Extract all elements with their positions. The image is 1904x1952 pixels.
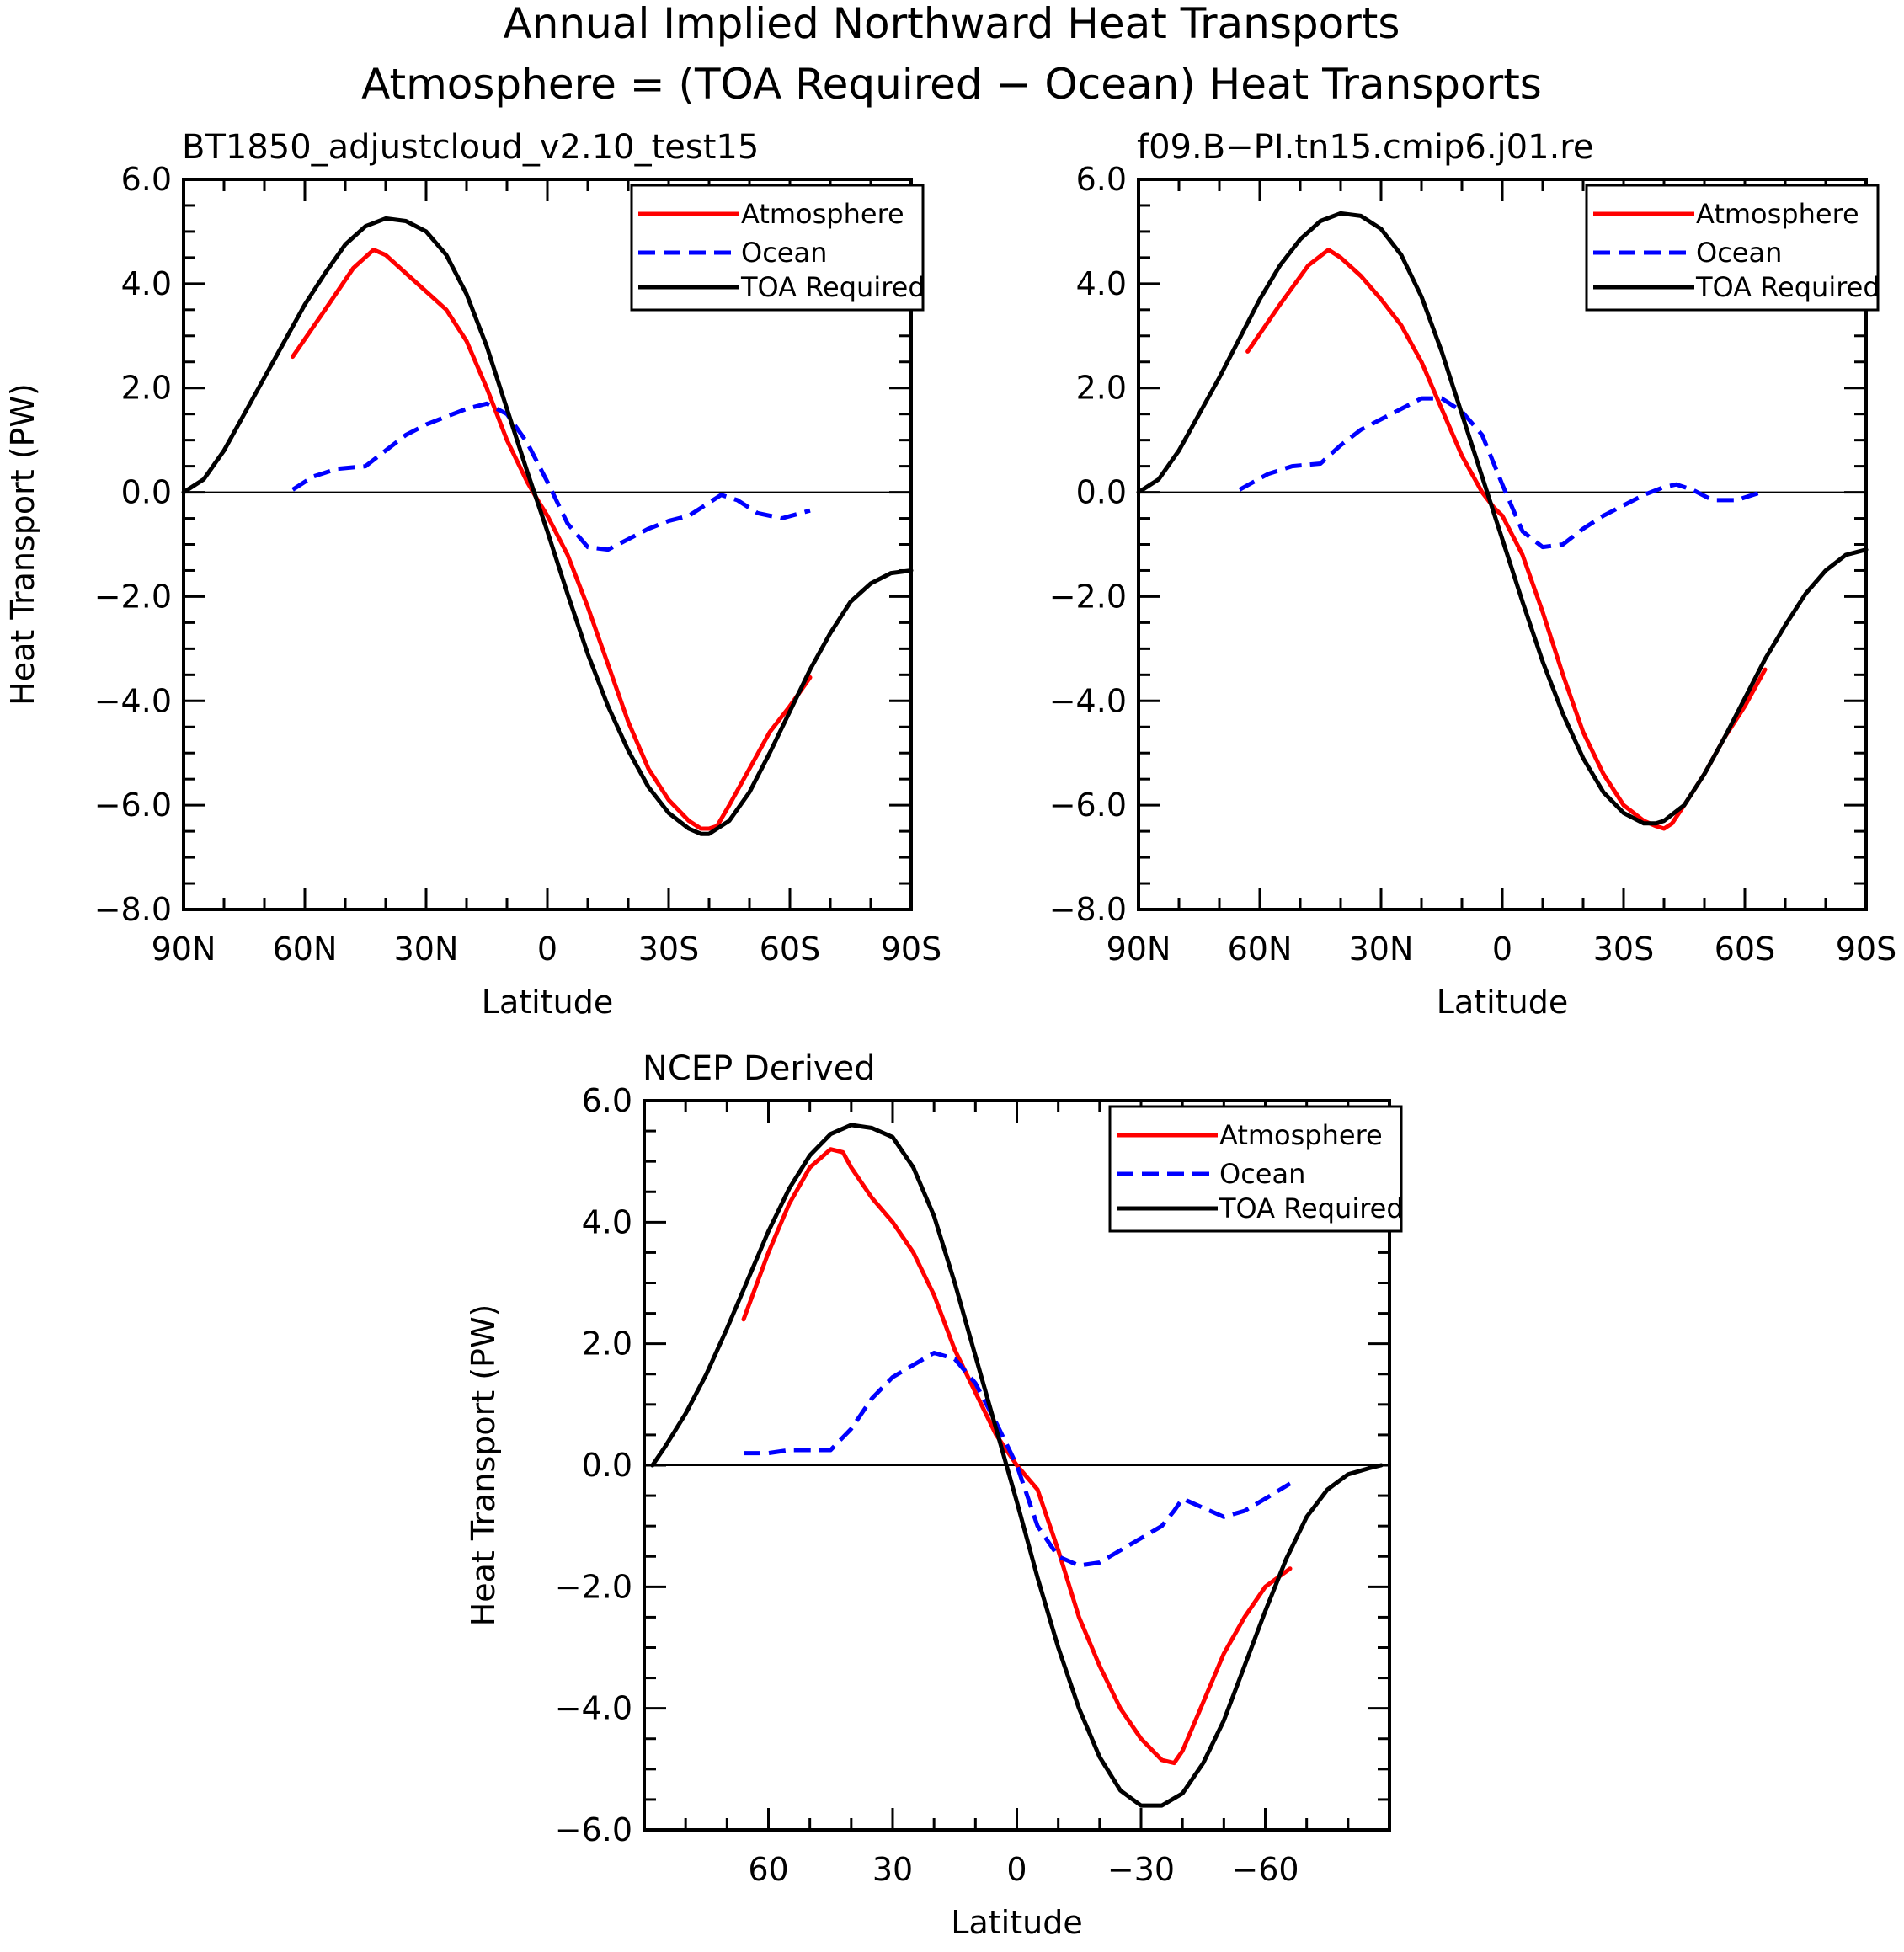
chart-1-xtick-label: 60N [273, 931, 338, 968]
chart-3-legend-label-ocean: Ocean [1219, 1158, 1305, 1190]
chart-3-ytick-label: 0.0 [582, 1447, 632, 1484]
chart-1: BT1850_adjustcloud_v2.10_test15 6.0 4.0 2.0… [4, 128, 941, 1021]
chart-1-xtick-label: 30N [394, 931, 459, 968]
chart-2-xtick-label: 90N [1107, 931, 1171, 968]
chart-3-series-ocean [744, 1351, 1292, 1568]
chart-2-ytick-label: 0.0 [1076, 474, 1127, 511]
chart-2-x-axis-label: Latitude [1437, 984, 1568, 1021]
chart-2-xtick-label: 0 [1492, 931, 1512, 968]
chart-1-xtick-label: 90S [881, 931, 941, 968]
chart-3-ytick-label: −4.0 [555, 1690, 632, 1727]
chart-1-legend-label-ocean: Ocean [741, 237, 827, 269]
chart-3-series-toa [650, 1123, 1384, 1808]
chart-2-frame [1137, 178, 1868, 911]
chart-3-ytick-label: −2.0 [555, 1568, 632, 1605]
chart-2-series-toa [1136, 211, 1869, 826]
chart-3-y-axis-label: Heat Transport (PW) [465, 1304, 502, 1627]
chart-1-ytick-label: −4.0 [94, 682, 172, 719]
chart-3-xtick-label: 0 [1006, 1851, 1027, 1888]
chart-2-xtick-label: 60S [1715, 931, 1775, 968]
chart-2-ytick-label: −6.0 [1049, 787, 1127, 824]
chart-2-legend-label-toa: TOA Required [1695, 271, 1880, 303]
chart-3-xtick-label: 60 [748, 1851, 788, 1888]
chart-2-title: f09.B−PI.tn15.cmip6.j01.re [1137, 128, 1593, 167]
chart-1-legend-label-toa: TOA Required [740, 271, 925, 303]
chart-2-ytick-label: −2.0 [1049, 578, 1127, 615]
figure-title-line-1: Annual Implied Northward Heat Transports [504, 0, 1400, 48]
chart-1-ytick-label: −2.0 [94, 578, 172, 615]
chart-1-legend-label-atmosphere: Atmosphere [741, 198, 904, 230]
figure-title-line-2: Atmosphere = (TOA Required − Ocean) Heat… [361, 60, 1542, 109]
chart-2-ytick-label: −4.0 [1049, 682, 1127, 719]
chart-3-xtick-label: −60 [1231, 1851, 1299, 1888]
chart-2-legend-label-atmosphere: Atmosphere [1696, 198, 1859, 230]
chart-2-legend-label-ocean: Ocean [1696, 237, 1782, 269]
chart-1-ytick-label: 4.0 [121, 265, 172, 302]
chart-1-ytick-label: 6.0 [121, 161, 172, 198]
chart-2-xtick-label: 90S [1836, 931, 1896, 968]
chart-2-series-ocean [1238, 396, 1762, 550]
chart-3-legend-label-atmosphere: Atmosphere [1219, 1119, 1383, 1151]
chart-1-x-axis-label: Latitude [482, 984, 613, 1021]
chart-1-series-atmosphere [291, 248, 813, 831]
chart-3-ytick-label: 6.0 [582, 1082, 632, 1119]
chart-2-ytick-label: 4.0 [1076, 265, 1127, 302]
chart-2: f09.B−PI.tn15.cmip6.j01.re 6.0 4.0 2.0 0.0 −2… [1049, 128, 1897, 1021]
chart-2-ytick-label: 6.0 [1076, 161, 1127, 198]
chart-3-xtick-label: −30 [1107, 1851, 1175, 1888]
chart-panels: BT1850_adjustcloud_v2.10_test15 6.0 4.0 2.0… [4, 128, 1896, 1941]
chart-1-ytick-label: −6.0 [94, 787, 172, 824]
chart-1-ytick-label: 0.0 [121, 474, 172, 511]
chart-1-xtick-label: 60S [760, 931, 820, 968]
chart-3-legend-label-toa: TOA Required [1219, 1192, 1404, 1224]
chart-3-xtick-label: 30 [872, 1851, 913, 1888]
chart-1-y-axis-label: Heat Transport (PW) [4, 383, 41, 706]
chart-2-ytick-label: −8.0 [1049, 891, 1127, 928]
chart-3-frame [643, 1099, 1391, 1832]
chart-3: NCEP Derived 6.0 4.0 2.0 0.0 −2.0 −4.0 −6.0 60 30… [465, 1049, 1404, 1941]
chart-2-xtick-label: 30S [1593, 931, 1654, 968]
chart-1-series-toa [181, 216, 914, 836]
chart-3-x-axis-label: Latitude [951, 1904, 1082, 1941]
chart-1-ytick-label: −8.0 [94, 891, 172, 928]
chart-3-ytick-label: 4.0 [582, 1203, 632, 1240]
chart-2-xtick-label: 30N [1349, 931, 1414, 968]
chart-1-title: BT1850_adjustcloud_v2.10_test15 [182, 128, 759, 167]
chart-3-series-atmosphere [741, 1147, 1293, 1766]
chart-2-series-atmosphere [1245, 248, 1768, 831]
chart-1-series-ocean [291, 401, 811, 552]
chart-1-xtick-label: 90N [152, 931, 216, 968]
chart-2-ytick-label: 2.0 [1076, 370, 1127, 407]
chart-3-title: NCEP Derived [643, 1049, 876, 1088]
chart-3-ytick-label: 2.0 [582, 1325, 632, 1363]
chart-1-xtick-label: 30S [638, 931, 699, 968]
chart-1-ytick-label: 2.0 [121, 370, 172, 407]
chart-3-ytick-label: −6.0 [555, 1811, 632, 1848]
chart-1-frame [182, 178, 913, 911]
chart-1-xtick-label: 0 [537, 931, 557, 968]
chart-2-xtick-label: 60N [1228, 931, 1293, 968]
